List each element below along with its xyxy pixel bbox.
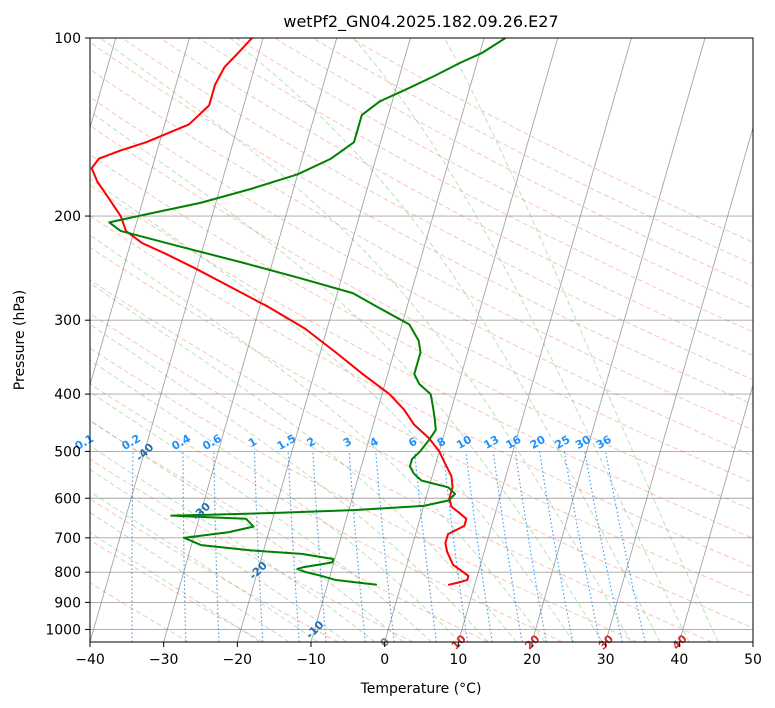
y-tick-label: 200 <box>54 209 81 225</box>
y-tick-label: 300 <box>54 313 81 329</box>
x-tick-label: 0 <box>380 652 389 668</box>
isotherm-line <box>90 38 264 642</box>
x-tick-label: −20 <box>223 652 253 668</box>
x-tick-label: 30 <box>597 652 615 668</box>
y-tick-label: 500 <box>54 444 81 460</box>
moist-adiabat <box>100 38 632 642</box>
mixing-ratio-line <box>539 451 574 642</box>
dry-adiabat <box>90 458 414 642</box>
dry-adiabat <box>90 125 753 484</box>
isotherm-line <box>310 38 485 642</box>
isotherm-line <box>457 38 632 642</box>
moist-adiabat <box>229 38 661 642</box>
dewpoint-line <box>108 38 507 586</box>
isobars <box>90 38 753 630</box>
y-tick-label: 600 <box>54 491 81 507</box>
isotherm-line <box>236 38 411 642</box>
isotherm-line <box>90 38 190 387</box>
moist-adiabat <box>90 445 376 642</box>
temperature-line <box>90 38 470 586</box>
background-lines <box>90 38 753 642</box>
mixing-ratio-line <box>465 451 493 642</box>
mixing-ratio-line <box>442 451 469 642</box>
moist-adiabat <box>90 178 575 642</box>
profiles <box>90 38 507 586</box>
moist-adiabat <box>90 282 517 642</box>
dry-adiabat <box>159 38 753 357</box>
dry-adiabat <box>90 279 753 629</box>
y-tick-label: 700 <box>54 531 81 547</box>
moist-adiabat <box>90 419 404 642</box>
mixing-ratio-line <box>492 451 523 642</box>
dry-adiabat <box>90 347 638 642</box>
mixing-ratio-line <box>563 451 601 642</box>
y-tick-label: 100 <box>54 31 81 47</box>
y-tick-label: 1000 <box>45 622 81 638</box>
x-axis-label: Temperature (°C) <box>360 681 482 697</box>
dry-adiabat <box>90 215 753 568</box>
moist-adiabat <box>444 38 719 642</box>
dry-adiabat <box>121 38 753 381</box>
dry-adiabat <box>90 68 753 431</box>
dry-adiabat <box>312 38 753 265</box>
mixing-ratio-line <box>414 451 437 642</box>
x-tick-label: −30 <box>149 652 179 668</box>
moist-adiabat <box>353 38 690 642</box>
plot-frame <box>89 37 754 643</box>
isotherm-line <box>531 38 706 642</box>
moist-adiabat <box>90 391 432 642</box>
x-tick-label: 10 <box>449 652 467 668</box>
isotherms <box>90 38 753 642</box>
dry-adiabat <box>90 383 563 642</box>
isotherm-line <box>605 126 753 642</box>
x-tick-label: 40 <box>670 652 688 668</box>
y-tick-label: 900 <box>54 595 81 611</box>
moist-adiabat <box>90 531 261 642</box>
moist-adiabat <box>90 511 290 642</box>
mixing-ratio-line <box>514 451 547 642</box>
isotherm-line <box>678 383 753 642</box>
x-tick-label: 20 <box>523 652 541 668</box>
y-axis-label: Pressure (hPa) <box>12 290 28 390</box>
moist-adiabat <box>90 359 461 642</box>
mixing-ratio-line <box>604 451 646 642</box>
moist-adiabat <box>90 468 347 642</box>
x-tick-label: 50 <box>744 652 762 668</box>
moist-adiabat <box>90 110 603 642</box>
moist-adiabats <box>90 38 719 642</box>
x-tick-label: −10 <box>296 652 326 668</box>
dry-adiabat <box>90 96 753 457</box>
y-tick-label: 800 <box>54 565 81 581</box>
moist-adiabat <box>90 323 489 642</box>
dry-adiabats <box>90 38 753 642</box>
y-tick-label: 400 <box>54 387 81 403</box>
moist-adiabat <box>90 234 546 642</box>
isotherm-line <box>384 38 559 642</box>
x-axis: −40 −30 −20 −10 0 10 20 30 40 50 <box>75 642 762 668</box>
chart-title: wetPf2_GN04.2025.182.09.26.E27 <box>283 12 558 32</box>
x-tick-label: −40 <box>75 652 105 668</box>
mixing-ratio-lines <box>131 451 646 642</box>
y-axis: 1000 900 800 700 600 500 400 300 200 100 <box>45 31 90 638</box>
dry-adiabat <box>90 312 712 642</box>
dry-adiabat <box>90 184 753 539</box>
mixing-ratio-line <box>584 451 623 642</box>
dry-adiabat <box>274 38 753 287</box>
